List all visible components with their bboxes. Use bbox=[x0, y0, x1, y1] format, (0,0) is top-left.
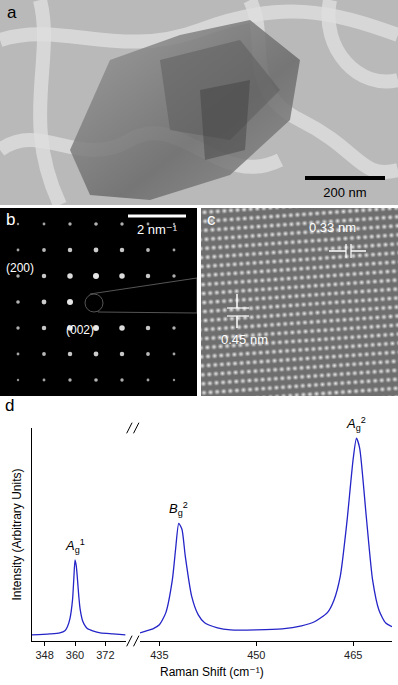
svg-text:(200): (200) bbox=[6, 261, 34, 275]
svg-text:A​g​​1​: A​g​​1​ bbox=[65, 537, 85, 555]
svg-text:(002): (002) bbox=[66, 323, 94, 337]
svg-text:435: 435 bbox=[150, 649, 168, 661]
svg-text:0.45 nm: 0.45 nm bbox=[221, 332, 268, 347]
svg-text:200 nm: 200 nm bbox=[323, 185, 366, 200]
svg-text:A​g​​2​: A​g​​2​ bbox=[346, 415, 366, 433]
svg-text:b: b bbox=[6, 210, 15, 229]
html-text:d: d bbox=[5, 396, 15, 415]
svg-text:Raman Shift (cm⁻¹): Raman Shift (cm⁻¹) bbox=[160, 665, 264, 679]
svg-text:0.33 nm: 0.33 nm bbox=[309, 220, 356, 235]
svg-text:c: c bbox=[207, 210, 216, 229]
svg-text:450: 450 bbox=[247, 649, 265, 661]
svg-text:372: 372 bbox=[96, 649, 114, 661]
svg-text:465: 465 bbox=[344, 649, 362, 661]
svg-text:2 nm⁻¹: 2 nm⁻¹ bbox=[137, 222, 178, 237]
svg-text:Intensity (Arbitrary Units): Intensity (Arbitrary Units) bbox=[10, 468, 24, 600]
svg-text:a: a bbox=[7, 3, 17, 22]
svg-text:B​g​​2​: B​g​​2​ bbox=[169, 500, 188, 518]
svg-text:348: 348 bbox=[35, 649, 53, 661]
svg-text:360: 360 bbox=[66, 649, 84, 661]
